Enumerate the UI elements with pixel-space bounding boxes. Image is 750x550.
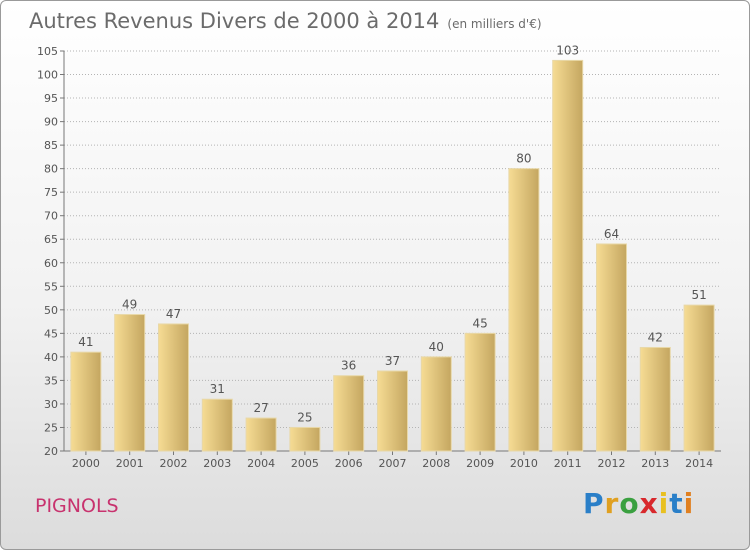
ytick-label-35: 35 [44, 374, 58, 387]
value-label-2003: 31 [210, 382, 225, 396]
bar-2001 [114, 314, 146, 452]
logo-letter: i [658, 487, 670, 520]
ytick-label-50: 50 [44, 304, 58, 317]
xtick-label-2000: 2000 [72, 457, 100, 470]
xtick-label-2001: 2001 [116, 457, 144, 470]
xtick-label-2012: 2012 [598, 457, 626, 470]
value-label-2014: 51 [691, 288, 706, 302]
value-label-2007: 37 [385, 354, 400, 368]
value-label-2011: 103 [556, 43, 579, 57]
xtick-label-2009: 2009 [466, 457, 494, 470]
value-label-2006: 36 [341, 359, 356, 373]
logo-letter: t [669, 487, 684, 520]
bar-2007 [377, 370, 408, 452]
xtick-label-2003: 2003 [203, 457, 231, 470]
ytick-label-95: 95 [44, 92, 58, 105]
value-label-2001: 49 [122, 298, 137, 312]
value-label-2000: 41 [78, 335, 93, 349]
value-label-2012: 64 [604, 227, 619, 241]
bar-2003 [201, 398, 233, 452]
ytick-label-60: 60 [44, 257, 58, 270]
bar-2000 [70, 351, 102, 452]
logo-letter: o [619, 487, 640, 520]
logo-letter: x [639, 487, 659, 520]
ytick-label-80: 80 [44, 163, 58, 176]
value-label-2005: 25 [297, 410, 312, 424]
ytick-label-105: 105 [37, 45, 58, 58]
xtick-label-2013: 2013 [641, 457, 669, 470]
bar-2005 [289, 426, 321, 452]
xtick-label-2002: 2002 [160, 457, 188, 470]
xtick-label-2014: 2014 [685, 457, 713, 470]
value-label-2009: 45 [472, 316, 487, 330]
value-label-2004: 27 [253, 401, 268, 415]
xtick-label-2005: 2005 [291, 457, 319, 470]
ytick-label-70: 70 [44, 210, 58, 223]
ytick-label-65: 65 [44, 233, 58, 246]
ytick-label-75: 75 [44, 186, 58, 199]
xtick-label-2010: 2010 [510, 457, 538, 470]
ytick-label-90: 90 [44, 116, 58, 129]
value-label-2010: 80 [516, 152, 531, 166]
bar-2008 [420, 356, 452, 452]
bar-2014 [683, 304, 715, 452]
logo-letter: r [604, 487, 620, 520]
ytick-label-85: 85 [44, 139, 58, 152]
bar-2010 [508, 168, 540, 452]
ytick-label-40: 40 [44, 351, 58, 364]
ytick-label-20: 20 [44, 445, 58, 458]
xtick-label-2011: 2011 [554, 457, 582, 470]
xtick-label-2008: 2008 [422, 457, 450, 470]
bar-2006 [333, 375, 365, 452]
xtick-label-2004: 2004 [247, 457, 275, 470]
value-label-2013: 42 [648, 330, 663, 344]
xtick-label-2007: 2007 [379, 457, 407, 470]
bar-2012 [596, 243, 627, 452]
value-label-2008: 40 [429, 340, 444, 354]
bar-2004 [245, 417, 277, 452]
chart-title: Autres Revenus Divers de 2000 à 2014 (en … [29, 9, 542, 33]
ytick-label-30: 30 [44, 398, 58, 411]
logo-letter: P [583, 487, 605, 520]
ytick-label-25: 25 [44, 421, 58, 434]
bar-2011 [552, 59, 584, 452]
bar-2009 [464, 332, 496, 452]
logo-letter: i [683, 487, 695, 520]
proxiti-logo: Proxiti [583, 487, 694, 520]
value-label-2002: 47 [166, 307, 181, 321]
bar-2013 [639, 346, 671, 452]
ytick-label-55: 55 [44, 280, 58, 293]
ytick-label-100: 100 [37, 69, 58, 82]
bar-2002 [158, 323, 189, 452]
xtick-label-2006: 2006 [335, 457, 363, 470]
place-name: PIGNOLS [35, 495, 119, 517]
chart-subtitle: (en milliers d'€) [447, 17, 542, 31]
ytick-label-45: 45 [44, 327, 58, 340]
